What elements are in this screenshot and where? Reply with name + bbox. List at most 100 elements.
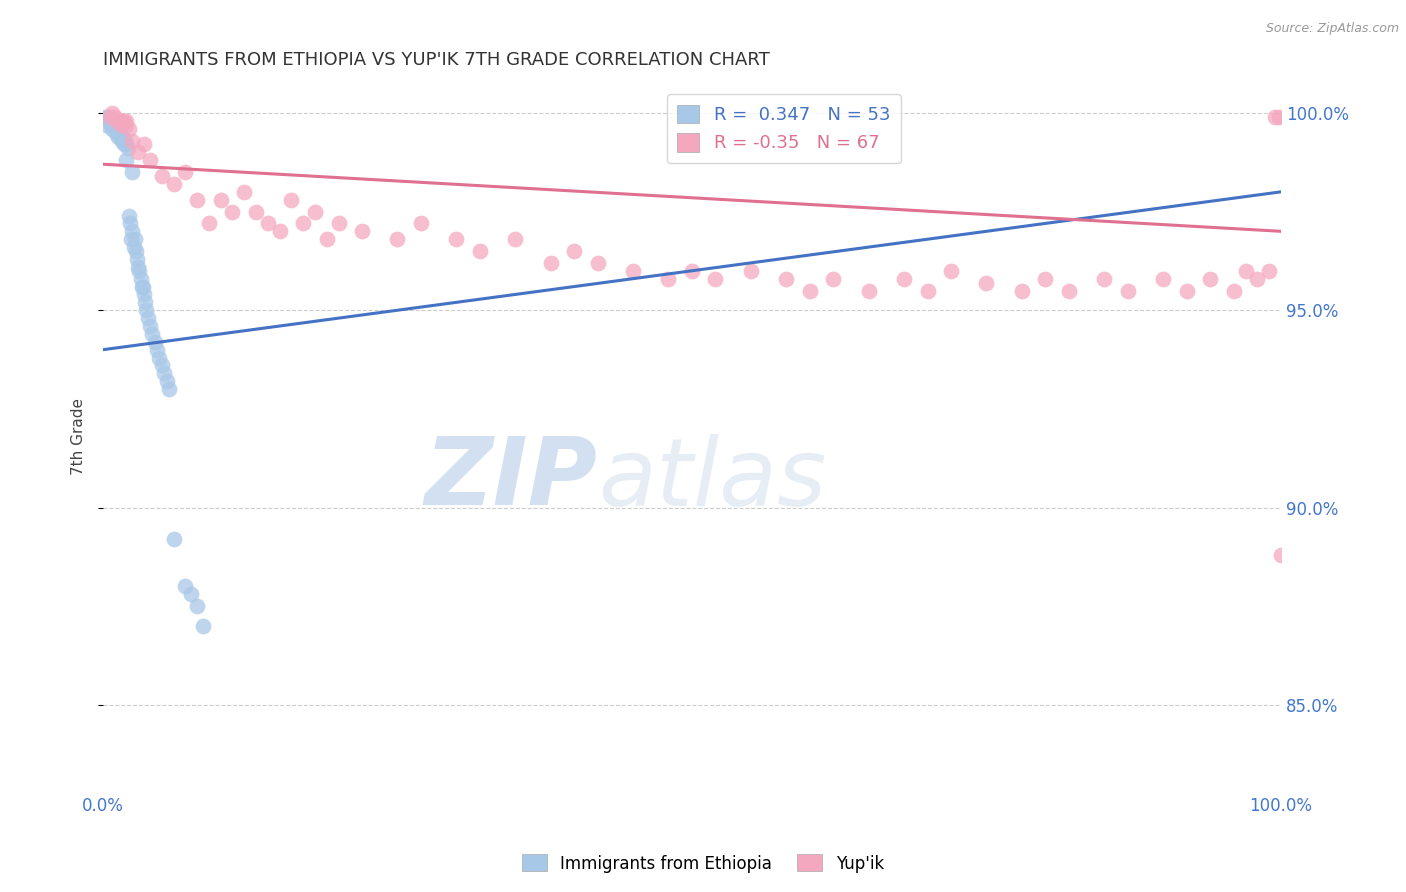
- Point: [180, 587, 202, 601]
- Point: [269, 224, 291, 238]
- Point: [111, 129, 134, 144]
- Text: atlas: atlas: [598, 434, 825, 524]
- Point: [110, 118, 132, 132]
- Point: [97, 113, 120, 128]
- Point: [115, 153, 138, 168]
- Point: [1092, 271, 1115, 285]
- Point: [115, 118, 138, 132]
- Point: [292, 216, 315, 230]
- Point: [110, 113, 132, 128]
- Point: [150, 169, 173, 183]
- Point: [118, 216, 141, 230]
- Point: [621, 264, 644, 278]
- Point: [315, 232, 337, 246]
- Point: [858, 284, 880, 298]
- Point: [186, 599, 208, 614]
- Point: [174, 579, 197, 593]
- Point: [1234, 264, 1257, 278]
- Point: [103, 113, 125, 128]
- Point: [153, 367, 176, 381]
- Point: [1264, 110, 1286, 124]
- Point: [104, 126, 127, 140]
- Point: [174, 165, 197, 179]
- Point: [105, 121, 128, 136]
- Point: [209, 193, 232, 207]
- Point: [122, 240, 145, 254]
- Point: [128, 264, 150, 278]
- Point: [118, 121, 141, 136]
- Point: [409, 216, 432, 230]
- Point: [104, 118, 127, 132]
- Point: [139, 318, 162, 333]
- Point: [1011, 284, 1033, 298]
- Point: [127, 260, 149, 274]
- Point: [125, 244, 148, 258]
- Point: [387, 232, 409, 246]
- Point: [586, 256, 609, 270]
- Point: [304, 204, 326, 219]
- Point: [121, 165, 143, 179]
- Point: [108, 126, 131, 140]
- Point: [233, 185, 256, 199]
- Point: [105, 113, 128, 128]
- Point: [1116, 284, 1139, 298]
- Point: [245, 204, 267, 219]
- Point: [124, 232, 146, 246]
- Point: [976, 276, 998, 290]
- Point: [191, 619, 214, 633]
- Point: [94, 110, 117, 124]
- Point: [1199, 271, 1222, 285]
- Legend: R =  0.347   N = 53, R = -0.35   N = 67: R = 0.347 N = 53, R = -0.35 N = 67: [666, 94, 901, 163]
- Point: [562, 244, 585, 258]
- Point: [134, 287, 156, 301]
- Text: ZIP: ZIP: [425, 434, 598, 525]
- Point: [893, 271, 915, 285]
- Point: [114, 134, 136, 148]
- Point: [198, 216, 221, 230]
- Point: [799, 284, 821, 298]
- Point: [139, 153, 162, 168]
- Point: [111, 134, 134, 148]
- Point: [704, 271, 727, 285]
- Point: [134, 295, 156, 310]
- Point: [775, 271, 797, 285]
- Point: [129, 271, 152, 285]
- Point: [280, 193, 302, 207]
- Point: [146, 343, 169, 357]
- Point: [134, 137, 156, 152]
- Point: [1270, 548, 1292, 562]
- Point: [446, 232, 468, 246]
- Text: Source: ZipAtlas.com: Source: ZipAtlas.com: [1265, 22, 1399, 36]
- Point: [121, 134, 143, 148]
- Point: [657, 271, 679, 285]
- Point: [100, 118, 122, 132]
- Point: [148, 351, 170, 365]
- Point: [1258, 264, 1281, 278]
- Point: [150, 359, 173, 373]
- Point: [115, 113, 138, 128]
- Point: [131, 279, 153, 293]
- Point: [540, 256, 562, 270]
- Point: [1246, 271, 1268, 285]
- Point: [115, 137, 138, 152]
- Point: [1152, 271, 1174, 285]
- Point: [1033, 271, 1056, 285]
- Point: [136, 311, 159, 326]
- Legend: Immigrants from Ethiopia, Yup'ik: Immigrants from Ethiopia, Yup'ik: [516, 847, 890, 880]
- Point: [939, 264, 962, 278]
- Point: [98, 110, 121, 124]
- Point: [110, 129, 132, 144]
- Point: [157, 382, 180, 396]
- Point: [112, 113, 135, 128]
- Point: [1057, 284, 1080, 298]
- Point: [118, 209, 141, 223]
- Point: [352, 224, 374, 238]
- Point: [132, 279, 155, 293]
- Point: [917, 284, 939, 298]
- Point: [101, 121, 124, 136]
- Point: [740, 264, 762, 278]
- Point: [101, 106, 124, 120]
- Y-axis label: 7th Grade: 7th Grade: [72, 398, 86, 475]
- Point: [468, 244, 491, 258]
- Point: [1223, 284, 1246, 298]
